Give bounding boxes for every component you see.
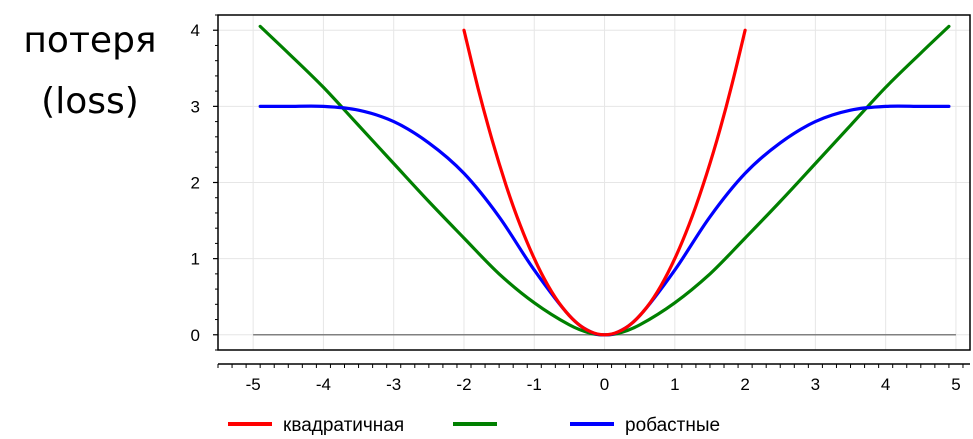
y-tick-label: 0 — [191, 326, 200, 345]
legend-label-0: квадратичная — [283, 415, 404, 436]
x-tick-label: 5 — [951, 375, 960, 394]
legend-label-2: робастные — [625, 415, 720, 436]
x-tick-label: 4 — [881, 375, 890, 394]
x-tick-label: -2 — [456, 375, 471, 394]
y-tick-label: 1 — [191, 250, 200, 269]
x-tick-label: -1 — [527, 375, 542, 394]
x-axis: -5 -4 -3 -2 -1 0 1 2 3 4 5 — [217, 363, 970, 394]
y-tick-label: 3 — [191, 97, 200, 116]
y-tick-label: 2 — [191, 174, 200, 193]
x-tick-label: 3 — [811, 375, 820, 394]
grid — [218, 15, 970, 350]
series-line-0 — [462, 28, 747, 337]
x-tick-label: 1 — [670, 375, 679, 394]
x-tick-label: -4 — [316, 375, 331, 394]
x-tick-label: -3 — [386, 375, 401, 394]
series-layer — [258, 24, 951, 337]
y-axis: 0 1 2 3 4 — [191, 14, 218, 351]
y-tick-label: 4 — [191, 21, 200, 40]
x-tick-label: 0 — [600, 375, 609, 394]
x-tick-label: -5 — [246, 375, 261, 394]
y-axis-label: потеря (loss) — [23, 20, 156, 122]
y-axis-label-line: (loss) — [41, 81, 139, 122]
legend: квадратичная робастные — [228, 415, 720, 436]
y-axis-label-line: потеря — [23, 20, 156, 61]
x-tick-label: 2 — [740, 375, 749, 394]
